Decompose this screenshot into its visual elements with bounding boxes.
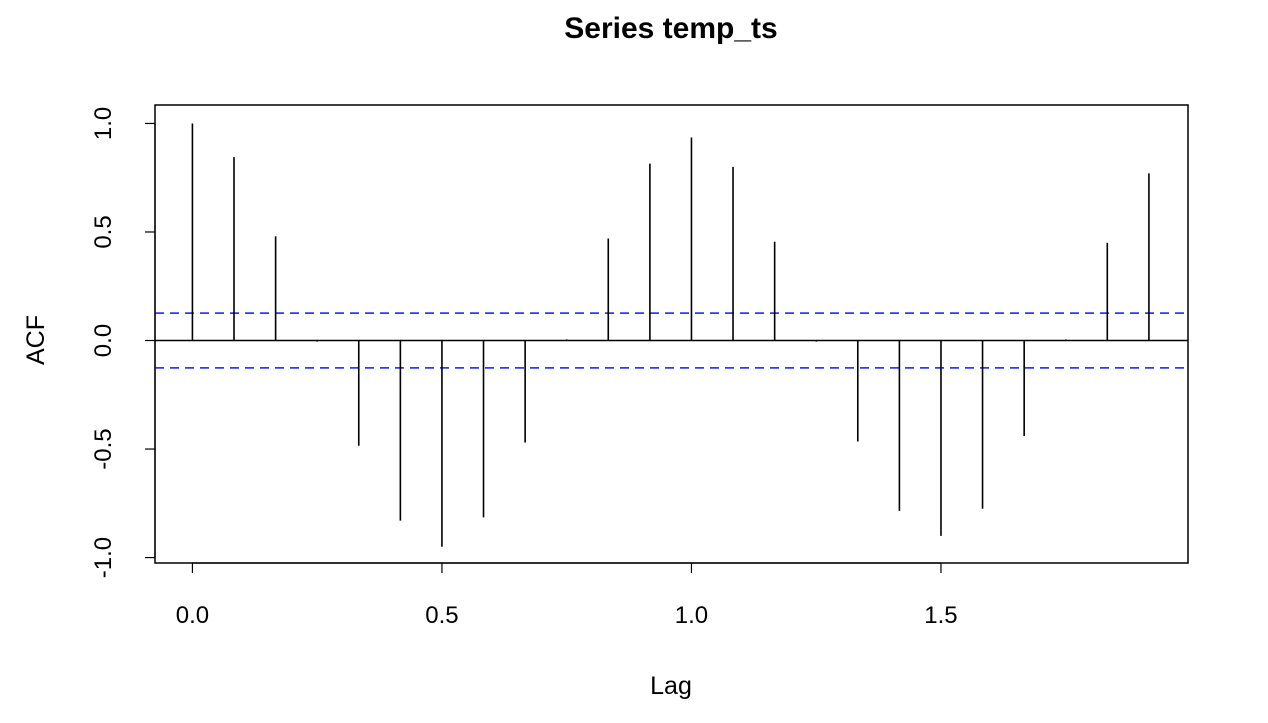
x-tick-label: 0.5 <box>425 602 458 629</box>
x-tick-label: 1.0 <box>675 602 708 629</box>
y-tick-label: -0.5 <box>90 428 117 469</box>
plot-frame <box>154 104 1189 564</box>
y-tick-label: 1.0 <box>90 107 117 140</box>
y-axis-label: ACF <box>22 315 50 365</box>
chart-title: Series temp_ts <box>564 12 777 45</box>
x-tick-label: 1.5 <box>924 602 957 629</box>
x-axis-label: Lag <box>650 672 692 700</box>
y-tick-label: -1.0 <box>90 537 117 578</box>
y-tick-label: 0.0 <box>90 324 117 357</box>
x-tick-label: 0.0 <box>176 602 209 629</box>
y-tick-label: 0.5 <box>90 215 117 248</box>
